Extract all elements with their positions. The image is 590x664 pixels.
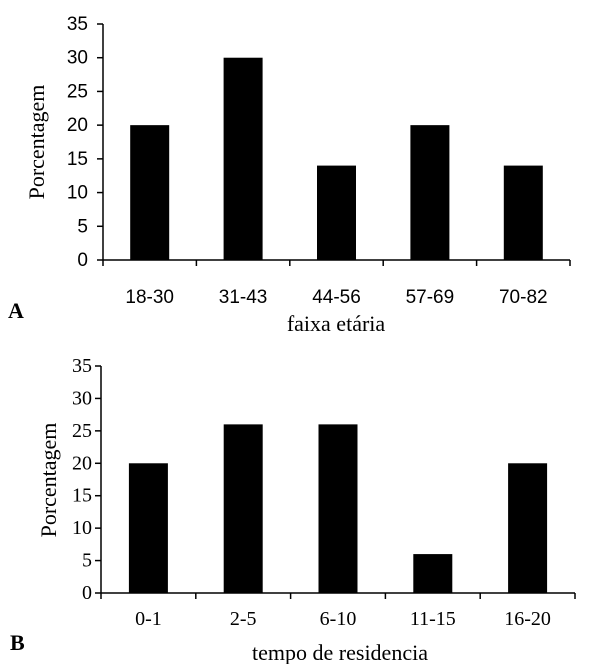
x-tick-label: 57-69 <box>406 287 455 308</box>
x-axis-label: faixa etária <box>287 311 386 336</box>
y-tick-labels: 0 5 10 15 20 25 30 35 <box>67 14 88 271</box>
x-tick-label: 0-1 <box>135 608 162 630</box>
x-tick-label: 2-5 <box>230 608 257 630</box>
y-tick-label: 20 <box>67 115 88 136</box>
y-tick-label: 35 <box>72 355 92 377</box>
x-tick-label: 6-10 <box>320 608 357 630</box>
y-tick-label: 15 <box>72 485 92 507</box>
x-tick-label: 16-20 <box>504 608 551 630</box>
bar-2-5 <box>223 424 263 593</box>
y-tick-label: 30 <box>72 387 92 409</box>
x-tick-label: 11-15 <box>410 608 456 630</box>
y-tick-label: 0 <box>77 250 88 271</box>
bar-11-15 <box>413 554 453 593</box>
y-tick-label: 25 <box>72 420 92 442</box>
y-tick-label: 0 <box>82 582 92 604</box>
y-tick-label: 10 <box>72 517 92 539</box>
y-ticks <box>97 23 103 261</box>
y-tick-label: 5 <box>82 550 92 572</box>
y-axis-label: Porcentagem <box>24 85 49 200</box>
y-ticks <box>95 365 101 594</box>
x-ticks <box>100 593 576 599</box>
y-tick-label: 10 <box>67 183 88 204</box>
y-tick-label: 35 <box>67 14 88 35</box>
panel-label-b: B <box>10 630 25 655</box>
bar-70-82 <box>503 165 543 260</box>
y-tick-label: 20 <box>72 452 92 474</box>
x-ticks <box>102 260 571 266</box>
x-tick-labels: 18-30 31-43 44-56 57-69 70-82 <box>125 287 547 308</box>
y-tick-label: 30 <box>67 48 88 69</box>
y-tick-label: 15 <box>67 149 88 170</box>
x-tick-labels: 0-1 2-5 6-10 11-15 16-20 <box>135 608 551 630</box>
x-tick-label: 70-82 <box>499 287 548 308</box>
bars <box>128 424 548 593</box>
chart-panel-b: 0-1 2-5 6-10 11-15 16-20 0 5 10 15 20 25 30 35 Porc… <box>10 355 576 664</box>
bar-31-43 <box>223 57 263 260</box>
panel-label-a: A <box>8 298 24 323</box>
chart-panel-a: 18-30 31-43 44-56 57-69 70-82 0 5 10 15 20 25 30 35… <box>8 14 571 336</box>
bar-0-1 <box>128 463 168 593</box>
bar-16-20 <box>508 463 548 593</box>
x-tick-label: 44-56 <box>312 287 361 308</box>
y-tick-label: 25 <box>67 81 88 102</box>
y-tick-label: 5 <box>77 216 88 237</box>
bar-6-10 <box>318 424 358 593</box>
x-axis-label: tempo de residencia <box>252 640 428 664</box>
y-axis-label: Porcentagem <box>36 423 61 538</box>
x-tick-label: 18-30 <box>125 287 174 308</box>
bars <box>130 57 543 261</box>
bar-44-56 <box>317 165 356 260</box>
y-tick-labels: 0 5 10 15 20 25 30 35 <box>72 355 92 604</box>
bar-18-30 <box>130 125 170 261</box>
x-tick-label: 31-43 <box>219 287 268 308</box>
bar-57-69 <box>410 125 450 261</box>
